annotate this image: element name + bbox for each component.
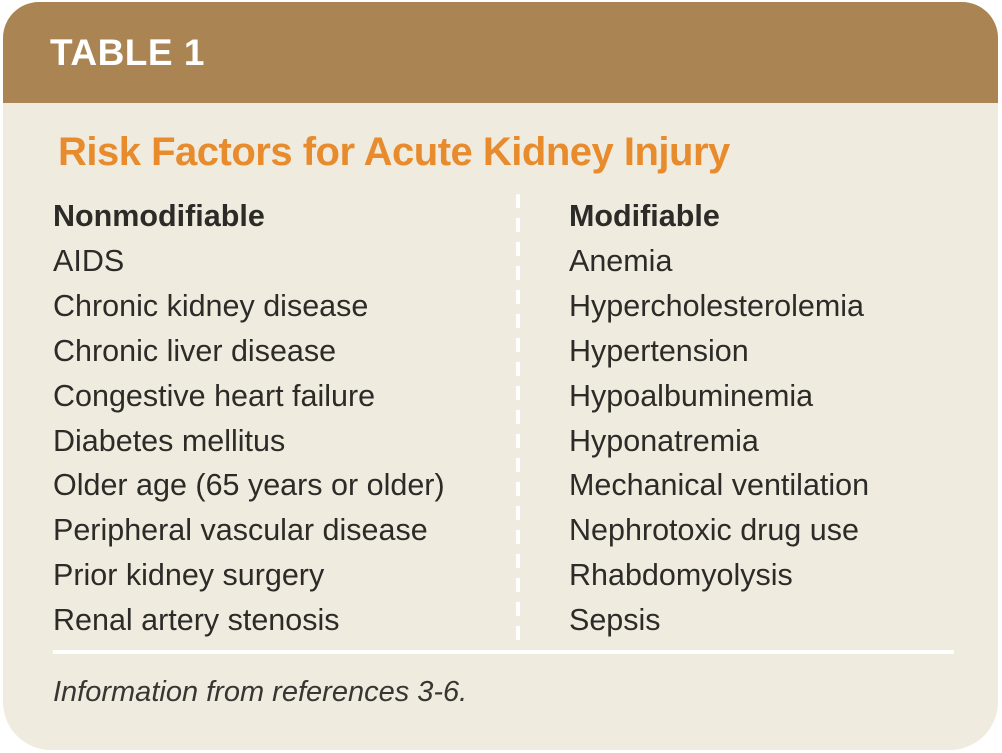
risk-item: Renal artery stenosis <box>53 603 340 638</box>
risk-item: Chronic liver disease <box>53 333 337 368</box>
modifiable-column: Modifiable Anemia Hypercholesterolemia H… <box>520 194 869 643</box>
column-header-nonmodifiable: Nonmodifiable <box>53 199 265 233</box>
table-card: TABLE 1 Risk Factors for Acute Kidney In… <box>3 2 998 750</box>
footnote-separator-rule <box>53 650 954 655</box>
table-title: Risk Factors for Acute Kidney Injury <box>58 130 730 174</box>
risk-item: Peripheral vascular disease <box>53 513 428 548</box>
risk-item: Anemia <box>569 243 673 278</box>
risk-item: Mechanical ventilation <box>569 468 870 503</box>
risk-item: Chronic kidney disease <box>53 288 369 323</box>
risk-item: Congestive heart failure <box>53 378 376 413</box>
risk-item: Older age (65 years or older) <box>53 468 445 503</box>
dashed-column-divider <box>516 194 520 644</box>
nonmodifiable-column: Nonmodifiable AIDS Chronic kidney diseas… <box>53 194 516 643</box>
risk-item: Diabetes mellitus <box>53 423 286 458</box>
table-header-bar: TABLE 1 <box>3 2 998 103</box>
risk-item: Sepsis <box>569 603 661 638</box>
column-header-modifiable: Modifiable <box>569 199 720 233</box>
risk-item: Hyponatremia <box>569 423 759 458</box>
risk-factor-columns: Nonmodifiable AIDS Chronic kidney diseas… <box>3 194 998 644</box>
risk-item: Hypertension <box>569 333 749 368</box>
risk-item: Hypercholesterolemia <box>569 288 864 323</box>
risk-item: Prior kidney surgery <box>53 558 325 593</box>
risk-item: Nephrotoxic drug use <box>569 513 859 548</box>
risk-item: AIDS <box>53 243 125 278</box>
risk-item: Hypoalbuminemia <box>569 378 814 413</box>
footnote: Information from references 3-6. <box>53 676 468 709</box>
risk-item: Rhabdomyolysis <box>569 558 793 593</box>
table-number-label: TABLE 1 <box>50 31 205 73</box>
